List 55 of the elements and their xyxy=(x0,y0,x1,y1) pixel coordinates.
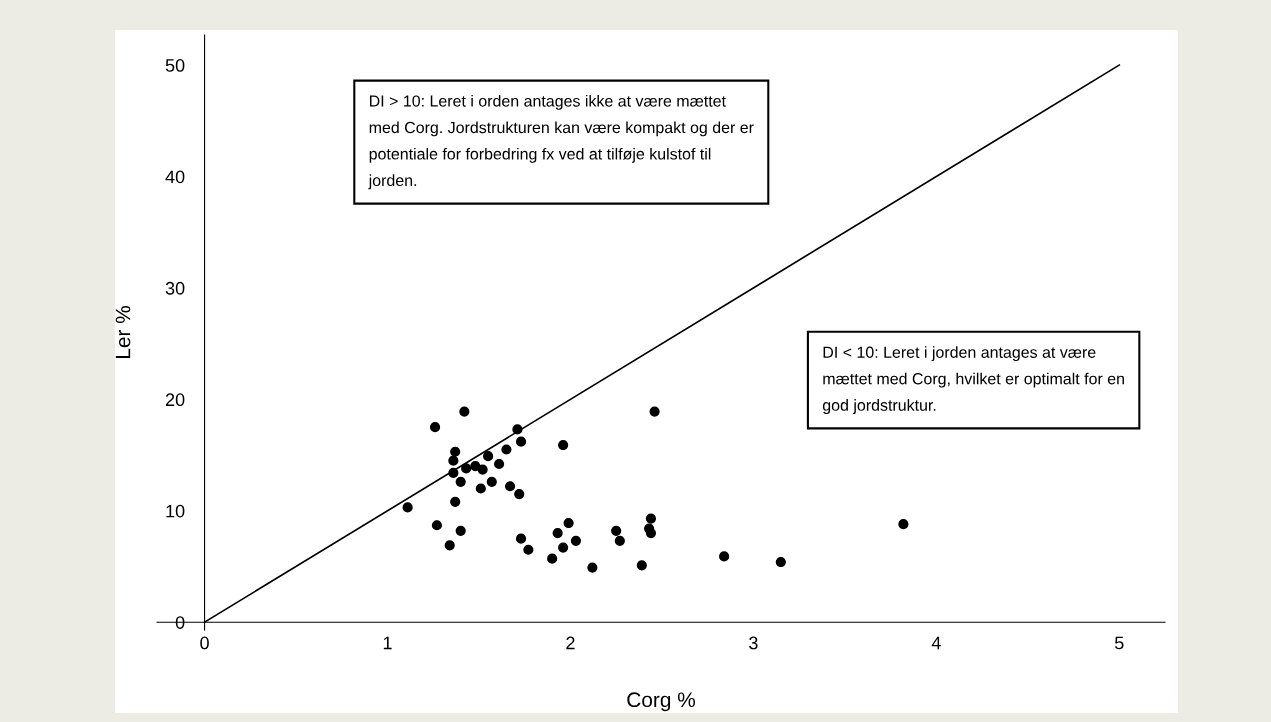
point xyxy=(448,455,459,466)
point xyxy=(611,525,622,536)
point xyxy=(450,446,461,457)
point xyxy=(429,422,441,433)
point xyxy=(402,502,413,513)
point xyxy=(486,476,497,487)
y-tick-label: 50 xyxy=(165,59,185,72)
y-tick-label: 30 xyxy=(165,281,185,295)
point xyxy=(431,520,442,531)
point xyxy=(547,553,558,564)
point xyxy=(444,540,455,551)
point xyxy=(514,488,525,500)
point xyxy=(570,535,582,546)
point xyxy=(475,483,486,494)
y-tick-label: 40 xyxy=(165,170,185,184)
x-tick-label: 2 xyxy=(566,636,575,650)
point xyxy=(450,496,461,507)
annotation: DI < 10: Leret i jorden antages at være mættet med Corg, hvilket er optimalt for en god jordstruktur. xyxy=(822,346,1124,415)
point xyxy=(552,527,563,539)
point xyxy=(523,544,534,555)
point xyxy=(455,476,466,487)
point xyxy=(645,513,657,524)
point xyxy=(515,533,527,544)
point xyxy=(775,556,786,568)
x-tick-label: 1 xyxy=(383,636,392,650)
point xyxy=(494,458,505,470)
y-axis-title: Ler % xyxy=(115,306,131,358)
point xyxy=(649,406,660,417)
point xyxy=(455,525,466,536)
x-tick-label: 5 xyxy=(1114,636,1124,650)
x-axis-title: Corg % xyxy=(627,692,695,712)
x-tick-label: 0 xyxy=(200,636,209,650)
point xyxy=(636,560,647,571)
point xyxy=(459,406,470,417)
point xyxy=(470,461,481,472)
point xyxy=(558,439,569,451)
point xyxy=(898,519,909,530)
point xyxy=(483,451,494,462)
annotation: DI > 10: Leret i orden antages ikke at være mættet med Corg. Jordstrukturen kan være kompakt og der er potentiale for forbedring fx ved at tilføje kulstof til jorden. xyxy=(368,94,754,190)
point xyxy=(504,481,516,492)
x-tick-label: 3 xyxy=(749,636,758,650)
point xyxy=(563,517,574,529)
point xyxy=(477,464,488,475)
point xyxy=(448,467,459,478)
point xyxy=(501,444,512,455)
point xyxy=(719,551,730,562)
x-tick-label: 4 xyxy=(931,636,941,650)
point xyxy=(461,463,472,474)
point xyxy=(515,436,527,447)
y-tick-label: 20 xyxy=(165,393,185,407)
point xyxy=(587,562,598,573)
y-tick-label: 10 xyxy=(166,504,185,518)
point xyxy=(512,424,523,435)
point xyxy=(614,535,625,546)
point xyxy=(558,542,569,553)
